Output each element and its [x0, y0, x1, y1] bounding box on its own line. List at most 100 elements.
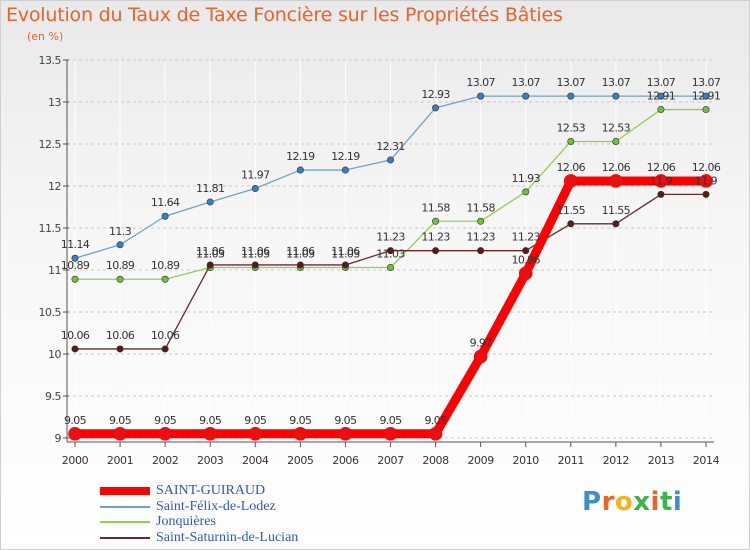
logo-letter: r — [601, 487, 615, 517]
legend-swatch — [100, 487, 150, 495]
data-point — [657, 190, 665, 198]
legend-swatch — [100, 536, 150, 539]
x-tick-label: 2010 — [513, 454, 540, 467]
data-point — [432, 104, 440, 112]
data-point — [477, 247, 485, 255]
data-point — [116, 345, 124, 353]
x-tick-label: 2013 — [648, 454, 675, 467]
data-label: 11.03 — [196, 247, 225, 260]
y-tick-label: 13 — [48, 96, 61, 109]
data-label: 10.89 — [61, 259, 90, 272]
data-label: 11.03 — [286, 247, 315, 260]
x-tick-label: 2005 — [287, 454, 314, 467]
data-point — [161, 275, 169, 283]
data-label: 13.07 — [602, 76, 631, 89]
data-label: 12.06 — [602, 161, 631, 174]
data-label: 11.06 — [331, 245, 360, 258]
y-tick-label: 12 — [48, 180, 61, 193]
data-label: 10.96 — [511, 253, 540, 266]
proxiti-logo: Proxiti — [582, 487, 682, 517]
data-point — [609, 174, 623, 188]
y-tick-label: 10 — [48, 348, 61, 361]
data-point — [116, 275, 124, 283]
data-label: 13.07 — [557, 76, 586, 89]
data-point — [522, 92, 530, 100]
data-point — [296, 166, 304, 174]
data-point — [518, 266, 533, 281]
data-label: 12.19 — [286, 150, 315, 163]
data-label: 11.64 — [151, 196, 180, 209]
y-tick-label: 12.5 — [39, 138, 62, 151]
y-tick-label: 9 — [55, 432, 62, 445]
data-point — [248, 426, 263, 441]
data-label: 12.06 — [647, 161, 676, 174]
x-tick-label: 2000 — [62, 454, 89, 467]
x-tick-label: 2003 — [197, 454, 224, 467]
data-label: 11.3 — [109, 225, 132, 238]
data-label: 11.55 — [602, 204, 631, 217]
data-point — [158, 426, 172, 441]
data-point — [612, 220, 620, 228]
data-label: 11.81 — [196, 182, 225, 195]
logo-letter: x — [633, 487, 651, 517]
data-label: 11.14 — [61, 238, 90, 251]
data-point — [71, 345, 79, 353]
x-tick-label: 2008 — [422, 454, 449, 467]
data-label: 12.53 — [602, 121, 631, 134]
logo-letter: t — [659, 487, 673, 517]
logo-letter: P — [582, 487, 602, 517]
x-tick-label: 2009 — [467, 454, 494, 467]
logo-letter: i — [650, 487, 660, 517]
data-label: 9.05 — [64, 414, 87, 427]
data-point — [383, 426, 398, 441]
data-label: 11.58 — [466, 201, 495, 214]
data-point — [567, 220, 575, 228]
data-point — [386, 156, 394, 164]
chart-subtitle: (en %) — [27, 30, 64, 43]
data-point — [338, 426, 353, 441]
data-label: 13.07 — [647, 76, 676, 89]
data-label: 10.06 — [61, 329, 90, 342]
data-label: 11.23 — [511, 231, 540, 244]
data-point — [657, 106, 665, 114]
data-point — [473, 349, 488, 364]
data-label: 11.03 — [241, 247, 270, 260]
data-label: 12.06 — [692, 161, 721, 174]
legend-swatch — [100, 521, 150, 523]
data-point — [612, 92, 620, 100]
data-label: 9.05 — [154, 414, 177, 427]
data-label: 11.93 — [511, 172, 540, 185]
data-point — [699, 174, 713, 188]
data-point — [206, 198, 214, 206]
data-label: 11.23 — [376, 231, 405, 244]
data-point — [203, 426, 218, 441]
legend-label: Jonquières — [156, 514, 216, 529]
data-label: 10.06 — [151, 329, 180, 342]
data-label: 9.05 — [379, 414, 402, 427]
data-point — [477, 92, 485, 100]
x-tick-label: 2001 — [107, 454, 133, 467]
data-point — [161, 345, 169, 353]
legend-label: SAINT-GUIRAUD — [156, 483, 266, 498]
data-point — [251, 185, 259, 193]
x-tick-label: 2011 — [558, 454, 584, 467]
data-label: 9.97 — [470, 337, 493, 350]
data-point — [612, 137, 620, 145]
data-label: 9.05 — [425, 414, 448, 427]
data-point — [428, 426, 443, 441]
data-label: 9.05 — [109, 414, 132, 427]
data-point — [432, 247, 440, 255]
data-label: 11.58 — [421, 201, 450, 214]
data-point — [386, 247, 394, 255]
data-point — [68, 426, 82, 441]
data-label: 9.05 — [199, 414, 222, 427]
data-label: 11.9 — [650, 174, 673, 187]
data-point — [206, 261, 214, 269]
data-point — [71, 275, 79, 283]
y-tick-label: 10.5 — [39, 306, 62, 319]
x-tick-label: 2014 — [693, 454, 720, 467]
x-tick-label: 2004 — [242, 454, 269, 467]
data-point — [386, 263, 394, 271]
data-label: 11.06 — [241, 245, 270, 258]
